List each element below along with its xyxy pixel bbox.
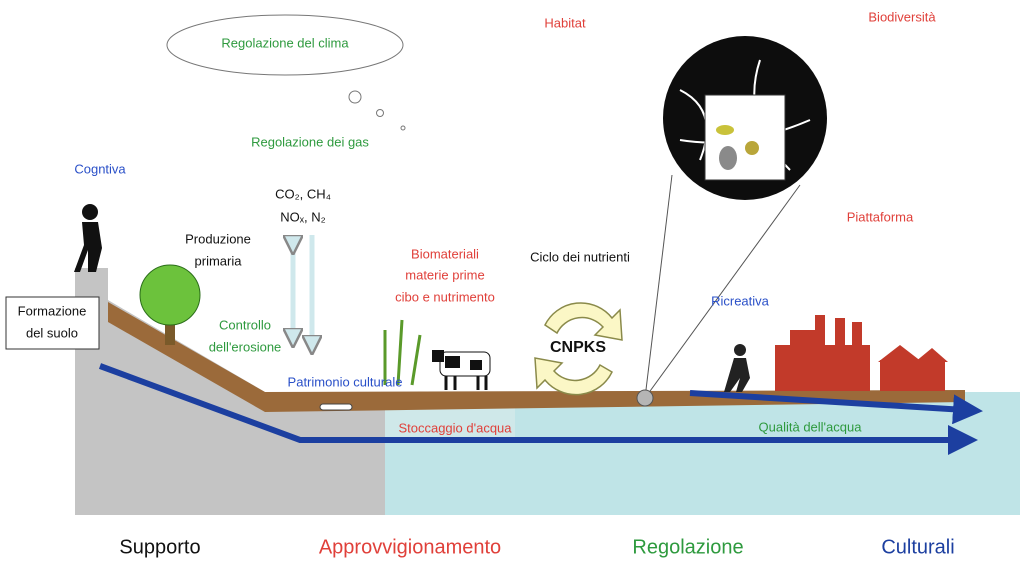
label: Regolazione dei gas: [251, 134, 369, 149]
label: NOₓ, N₂: [280, 209, 325, 224]
runner: [724, 344, 750, 392]
category: Culturali: [881, 536, 954, 558]
organism: [716, 125, 734, 135]
label: Patrimonio culturale: [288, 374, 403, 389]
factory: [775, 315, 870, 391]
label: Produzione: [185, 231, 251, 246]
label: Cogntiva: [74, 161, 126, 176]
label: Qualità dell'acqua: [759, 419, 863, 434]
label: Controllo: [219, 317, 271, 332]
label: dell'erosione: [209, 339, 282, 354]
category: Supporto: [119, 536, 200, 558]
organism: [745, 141, 759, 155]
label: Piattaforma: [847, 209, 914, 224]
label: Biomateriali: [411, 246, 479, 261]
cow: [432, 350, 490, 390]
person: [74, 204, 102, 272]
label: CO₂, CH₄: [275, 186, 331, 201]
cloud: [167, 15, 405, 130]
label: Ricreativa: [711, 293, 770, 308]
label: Regolazione del clima: [221, 35, 349, 50]
organism: [719, 146, 737, 170]
label: CNPKS: [550, 339, 606, 356]
houses: [878, 345, 948, 391]
diagram: Regolazione del clima Habitat Biodiversi…: [0, 0, 1029, 566]
label: Stoccaggio d'acqua: [398, 420, 512, 435]
zoom-line: [645, 175, 672, 398]
label: Ciclo dei nutrienti: [530, 249, 630, 264]
bone: [320, 404, 352, 410]
soil-sample: [637, 390, 653, 406]
label: primaria: [195, 253, 243, 268]
category: Approvvigionamento: [319, 536, 501, 558]
label: materie prime: [405, 267, 484, 282]
label: Formazione: [18, 303, 87, 318]
label: Biodiversità: [868, 9, 936, 24]
label: cibo e nutrimento: [395, 289, 495, 304]
label: del suolo: [26, 325, 78, 340]
label: Habitat: [544, 15, 586, 30]
category: Regolazione: [632, 536, 743, 558]
organisms-box: [705, 95, 785, 180]
